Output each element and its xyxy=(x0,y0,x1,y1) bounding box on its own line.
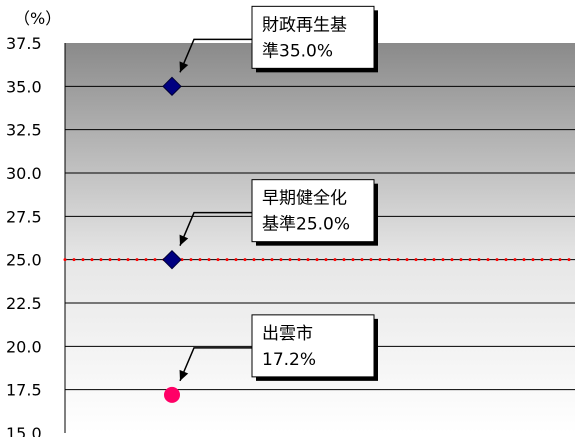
y-tick-label: 15.0 xyxy=(6,424,42,437)
callout-leader xyxy=(179,347,252,382)
callout: 出雲市 17.2% xyxy=(179,314,378,382)
callout-text: 早期健全化 xyxy=(262,189,347,209)
callout-box xyxy=(251,179,375,243)
callout-leader xyxy=(179,38,252,73)
callout-arrowhead xyxy=(179,369,189,381)
unit-label: （%） xyxy=(14,9,61,28)
callout-text: 準35.0% xyxy=(262,41,333,61)
y-tick-label: 25.0 xyxy=(6,251,42,270)
y-tick-label: 30.0 xyxy=(6,164,42,183)
callout-leader xyxy=(179,211,252,246)
y-tick-label: 17.5 xyxy=(6,381,42,400)
y-tick-label: 27.5 xyxy=(6,207,42,226)
callout-arrowhead xyxy=(179,234,189,246)
gridlines xyxy=(65,85,575,391)
data-point-diamond xyxy=(162,249,182,270)
callout-box xyxy=(251,5,375,69)
callout-arrowhead xyxy=(179,61,189,73)
callout-text: 出雲市 xyxy=(262,324,313,344)
data-point-circle xyxy=(164,386,180,403)
y-tick-label: 32.5 xyxy=(6,121,42,140)
callout-text: 基準25.0% xyxy=(262,215,350,235)
callout-text: 財政再生基 xyxy=(262,15,347,35)
y-tick-label: 22.5 xyxy=(6,294,42,313)
y-tick-labels: 37.5 35.0 32.5 30.0 27.5 25.0 22.5 20.0 17.5 15.0 xyxy=(6,34,42,437)
data-point-diamond xyxy=(162,76,182,97)
callout-text: 17.2% xyxy=(262,350,316,370)
markers xyxy=(162,76,182,403)
callout-box xyxy=(251,314,375,378)
y-tick-label: 37.5 xyxy=(6,34,42,53)
y-tick-label: 20.0 xyxy=(6,337,42,356)
y-tick-label: 35.0 xyxy=(6,77,42,96)
